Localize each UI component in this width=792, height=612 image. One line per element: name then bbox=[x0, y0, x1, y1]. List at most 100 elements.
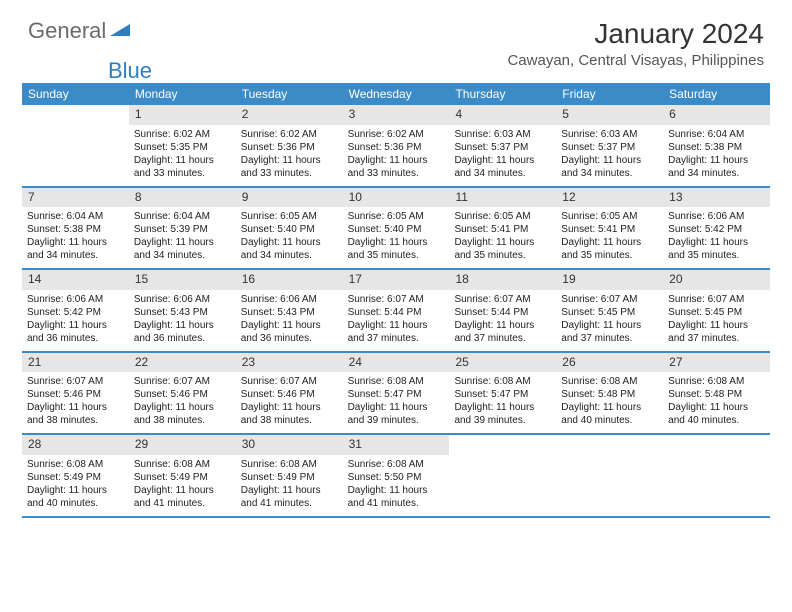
day-body: Sunrise: 6:04 AMSunset: 5:39 PMDaylight:… bbox=[129, 207, 236, 268]
day-number: 10 bbox=[343, 188, 450, 208]
sunset-line: Sunset: 5:40 PM bbox=[348, 223, 445, 236]
sunrise-line: Sunrise: 6:08 AM bbox=[348, 375, 445, 388]
day-number: 19 bbox=[556, 270, 663, 290]
day-number: 9 bbox=[236, 188, 343, 208]
sunrise-line: Sunrise: 6:08 AM bbox=[348, 458, 445, 471]
sunrise-line: Sunrise: 6:08 AM bbox=[668, 375, 765, 388]
calendar-day-cell: 0 bbox=[663, 435, 770, 516]
calendar-day-cell: 0 bbox=[449, 435, 556, 516]
day-number: 29 bbox=[129, 435, 236, 455]
day-body: Sunrise: 6:07 AMSunset: 5:46 PMDaylight:… bbox=[236, 372, 343, 433]
sunrise-line: Sunrise: 6:04 AM bbox=[134, 210, 231, 223]
calendar-week-row: 28Sunrise: 6:08 AMSunset: 5:49 PMDayligh… bbox=[22, 435, 770, 518]
sunrise-line: Sunrise: 6:07 AM bbox=[27, 375, 124, 388]
daylight-line: Daylight: 11 hours and 39 minutes. bbox=[348, 401, 445, 427]
day-body: Sunrise: 6:07 AMSunset: 5:46 PMDaylight:… bbox=[129, 372, 236, 433]
daylight-line: Daylight: 11 hours and 41 minutes. bbox=[348, 484, 445, 510]
page-title: January 2024 bbox=[507, 18, 764, 50]
calendar-day-cell: 30Sunrise: 6:08 AMSunset: 5:49 PMDayligh… bbox=[236, 435, 343, 516]
day-number: 27 bbox=[663, 353, 770, 373]
daylight-line: Daylight: 11 hours and 37 minutes. bbox=[454, 319, 551, 345]
sunrise-line: Sunrise: 6:07 AM bbox=[241, 375, 338, 388]
sunset-line: Sunset: 5:49 PM bbox=[27, 471, 124, 484]
calendar-day-cell: 11Sunrise: 6:05 AMSunset: 5:41 PMDayligh… bbox=[449, 188, 556, 269]
sunrise-line: Sunrise: 6:06 AM bbox=[241, 293, 338, 306]
day-number: 1 bbox=[129, 105, 236, 125]
daylight-line: Daylight: 11 hours and 34 minutes. bbox=[561, 154, 658, 180]
sunset-line: Sunset: 5:42 PM bbox=[668, 223, 765, 236]
calendar-day-cell: 6Sunrise: 6:04 AMSunset: 5:38 PMDaylight… bbox=[663, 105, 770, 186]
calendar: SundayMondayTuesdayWednesdayThursdayFrid… bbox=[22, 83, 770, 518]
sunset-line: Sunset: 5:50 PM bbox=[348, 471, 445, 484]
day-number: 4 bbox=[449, 105, 556, 125]
logo: GeneralBlue bbox=[28, 18, 130, 44]
sunrise-line: Sunrise: 6:07 AM bbox=[454, 293, 551, 306]
day-number: 20 bbox=[663, 270, 770, 290]
sunrise-line: Sunrise: 6:07 AM bbox=[561, 293, 658, 306]
day-body: Sunrise: 6:08 AMSunset: 5:49 PMDaylight:… bbox=[22, 455, 129, 516]
day-body: Sunrise: 6:07 AMSunset: 5:46 PMDaylight:… bbox=[22, 372, 129, 433]
calendar-day-cell: 10Sunrise: 6:05 AMSunset: 5:40 PMDayligh… bbox=[343, 188, 450, 269]
sunrise-line: Sunrise: 6:06 AM bbox=[668, 210, 765, 223]
daylight-line: Daylight: 11 hours and 34 minutes. bbox=[668, 154, 765, 180]
day-number: 7 bbox=[22, 188, 129, 208]
sunrise-line: Sunrise: 6:08 AM bbox=[134, 458, 231, 471]
dow-header-cell: Sunday bbox=[22, 83, 129, 105]
day-body: Sunrise: 6:05 AMSunset: 5:40 PMDaylight:… bbox=[236, 207, 343, 268]
daylight-line: Daylight: 11 hours and 37 minutes. bbox=[561, 319, 658, 345]
day-body: Sunrise: 6:07 AMSunset: 5:45 PMDaylight:… bbox=[556, 290, 663, 351]
day-body: Sunrise: 6:08 AMSunset: 5:49 PMDaylight:… bbox=[236, 455, 343, 516]
calendar-day-cell: 0 bbox=[556, 435, 663, 516]
day-number: 21 bbox=[22, 353, 129, 373]
day-body: Sunrise: 6:08 AMSunset: 5:47 PMDaylight:… bbox=[343, 372, 450, 433]
day-number: 5 bbox=[556, 105, 663, 125]
day-body: Sunrise: 6:03 AMSunset: 5:37 PMDaylight:… bbox=[449, 125, 556, 186]
calendar-week-row: 0 1Sunrise: 6:02 AMSunset: 5:35 PMDaylig… bbox=[22, 105, 770, 188]
day-body: Sunrise: 6:03 AMSunset: 5:37 PMDaylight:… bbox=[556, 125, 663, 186]
day-body: Sunrise: 6:02 AMSunset: 5:36 PMDaylight:… bbox=[343, 125, 450, 186]
daylight-line: Daylight: 11 hours and 41 minutes. bbox=[241, 484, 338, 510]
day-number: 23 bbox=[236, 353, 343, 373]
day-number: 24 bbox=[343, 353, 450, 373]
calendar-day-cell: 24Sunrise: 6:08 AMSunset: 5:47 PMDayligh… bbox=[343, 353, 450, 434]
calendar-day-cell: 8Sunrise: 6:04 AMSunset: 5:39 PMDaylight… bbox=[129, 188, 236, 269]
sunrise-line: Sunrise: 6:05 AM bbox=[454, 210, 551, 223]
daylight-line: Daylight: 11 hours and 33 minutes. bbox=[348, 154, 445, 180]
sunset-line: Sunset: 5:45 PM bbox=[668, 306, 765, 319]
sunset-line: Sunset: 5:48 PM bbox=[668, 388, 765, 401]
day-number: 28 bbox=[22, 435, 129, 455]
daylight-line: Daylight: 11 hours and 35 minutes. bbox=[668, 236, 765, 262]
sunset-line: Sunset: 5:48 PM bbox=[561, 388, 658, 401]
sunset-line: Sunset: 5:49 PM bbox=[241, 471, 338, 484]
sunset-line: Sunset: 5:44 PM bbox=[348, 306, 445, 319]
sunset-line: Sunset: 5:39 PM bbox=[134, 223, 231, 236]
sunset-line: Sunset: 5:49 PM bbox=[134, 471, 231, 484]
daylight-line: Daylight: 11 hours and 41 minutes. bbox=[134, 484, 231, 510]
dow-header-cell: Tuesday bbox=[236, 83, 343, 105]
day-body: Sunrise: 6:08 AMSunset: 5:48 PMDaylight:… bbox=[663, 372, 770, 433]
calendar-day-cell: 26Sunrise: 6:08 AMSunset: 5:48 PMDayligh… bbox=[556, 353, 663, 434]
sunset-line: Sunset: 5:41 PM bbox=[561, 223, 658, 236]
dow-header-cell: Wednesday bbox=[343, 83, 450, 105]
daylight-line: Daylight: 11 hours and 38 minutes. bbox=[241, 401, 338, 427]
day-body: Sunrise: 6:05 AMSunset: 5:40 PMDaylight:… bbox=[343, 207, 450, 268]
calendar-day-cell: 1Sunrise: 6:02 AMSunset: 5:35 PMDaylight… bbox=[129, 105, 236, 186]
calendar-day-cell: 22Sunrise: 6:07 AMSunset: 5:46 PMDayligh… bbox=[129, 353, 236, 434]
calendar-day-cell: 2Sunrise: 6:02 AMSunset: 5:36 PMDaylight… bbox=[236, 105, 343, 186]
day-number: 15 bbox=[129, 270, 236, 290]
calendar-day-cell: 4Sunrise: 6:03 AMSunset: 5:37 PMDaylight… bbox=[449, 105, 556, 186]
sunset-line: Sunset: 5:38 PM bbox=[27, 223, 124, 236]
sunset-line: Sunset: 5:37 PM bbox=[561, 141, 658, 154]
calendar-day-cell: 5Sunrise: 6:03 AMSunset: 5:37 PMDaylight… bbox=[556, 105, 663, 186]
logo-triangle-icon bbox=[110, 22, 130, 41]
calendar-day-cell: 17Sunrise: 6:07 AMSunset: 5:44 PMDayligh… bbox=[343, 270, 450, 351]
sunrise-line: Sunrise: 6:08 AM bbox=[454, 375, 551, 388]
daylight-line: Daylight: 11 hours and 35 minutes. bbox=[561, 236, 658, 262]
sunrise-line: Sunrise: 6:06 AM bbox=[134, 293, 231, 306]
sunrise-line: Sunrise: 6:07 AM bbox=[134, 375, 231, 388]
header: GeneralBlue January 2024 Cawayan, Centra… bbox=[0, 0, 792, 75]
daylight-line: Daylight: 11 hours and 34 minutes. bbox=[241, 236, 338, 262]
day-body: Sunrise: 6:04 AMSunset: 5:38 PMDaylight:… bbox=[663, 125, 770, 186]
daylight-line: Daylight: 11 hours and 34 minutes. bbox=[454, 154, 551, 180]
day-number: 31 bbox=[343, 435, 450, 455]
